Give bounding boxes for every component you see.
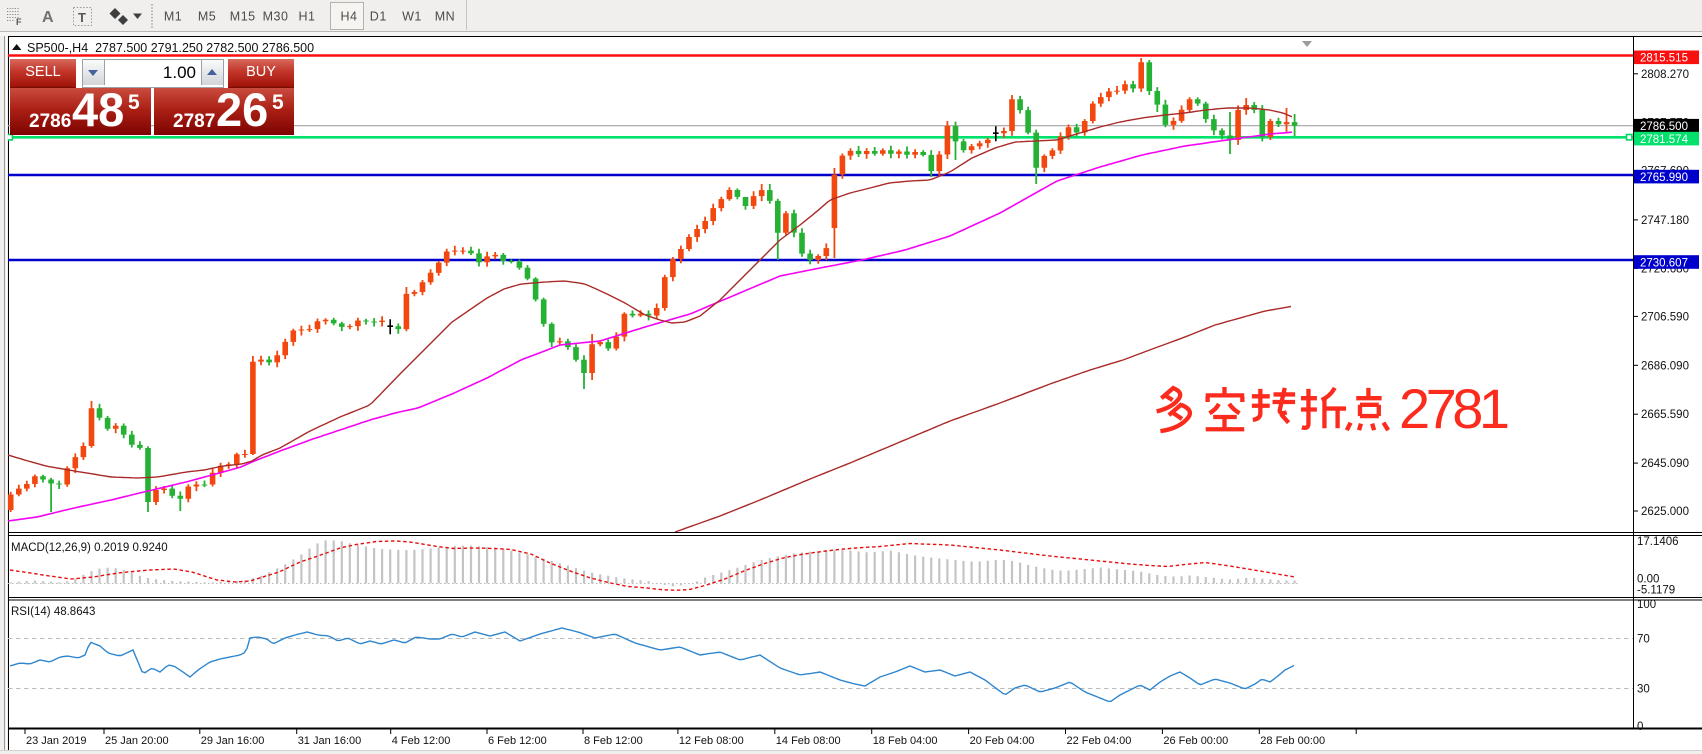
svg-text:20 Feb 04:00: 20 Feb 04:00 [970,735,1035,747]
svg-text:14 Feb 08:00: 14 Feb 08:00 [776,735,841,747]
svg-text:2747.180: 2747.180 [1641,215,1689,227]
svg-text:D1: D1 [370,10,387,24]
svg-text:2781.574: 2781.574 [1640,134,1689,146]
svg-text:0.00: 0.00 [1637,574,1659,586]
svg-text:RSI(14) 48.8643: RSI(14) 48.8643 [11,606,95,618]
svg-text:28 Feb 00:00: 28 Feb 00:00 [1260,735,1325,747]
svg-text:2665.590: 2665.590 [1641,409,1689,421]
svg-text:2786.500: 2786.500 [1640,121,1688,133]
svg-text:2781: 2781 [1399,377,1508,440]
svg-text:H4: H4 [341,10,358,24]
svg-text:2730.607: 2730.607 [1640,257,1688,269]
svg-text:W1: W1 [402,10,422,24]
svg-text:-5.1179: -5.1179 [1637,585,1675,597]
svg-text:23 Jan 2019: 23 Jan 2019 [26,735,87,747]
svg-text:2765.990: 2765.990 [1640,172,1688,184]
svg-text:M5: M5 [198,10,216,24]
svg-text:MN: MN [435,10,455,24]
svg-text:M1: M1 [164,10,182,24]
svg-text:2815.515: 2815.515 [1640,53,1688,65]
svg-text:25 Jan 20:00: 25 Jan 20:00 [105,735,169,747]
svg-text:2645.090: 2645.090 [1641,458,1689,470]
svg-text:2625.000: 2625.000 [1641,506,1689,518]
svg-text:T: T [78,10,86,25]
svg-text:2808.270: 2808.270 [1641,69,1689,81]
svg-text:2686.090: 2686.090 [1641,360,1689,372]
svg-text:4 Feb 12:00: 4 Feb 12:00 [392,735,451,747]
svg-text:29 Jan 16:00: 29 Jan 16:00 [201,735,265,747]
svg-text:30: 30 [1637,684,1650,696]
svg-text:M30: M30 [263,10,289,24]
svg-text:26 Feb 00:00: 26 Feb 00:00 [1163,735,1228,747]
svg-text:H1: H1 [299,10,316,24]
svg-text:2706.590: 2706.590 [1641,311,1689,323]
svg-text:MACD(12,26,9) 0.2019 0.9240: MACD(12,26,9) 0.2019 0.9240 [11,542,168,554]
svg-text:A: A [42,9,54,26]
svg-text:0: 0 [1637,721,1643,733]
svg-text:12 Feb 08:00: 12 Feb 08:00 [679,735,744,747]
svg-text:6 Feb 12:00: 6 Feb 12:00 [488,735,547,747]
svg-text:17.1406: 17.1406 [1637,536,1679,548]
svg-text:SP500-,H4 2787.500 2791.250 2: SP500-,H4 2787.500 2791.250 2782.500 278… [27,41,314,55]
svg-text:100: 100 [1637,599,1656,611]
svg-text:22 Feb 04:00: 22 Feb 04:00 [1067,735,1132,747]
svg-text:31 Jan 16:00: 31 Jan 16:00 [298,735,362,747]
svg-text:M15: M15 [230,10,256,24]
svg-text:70: 70 [1637,634,1650,646]
svg-text:8 Feb 12:00: 8 Feb 12:00 [584,735,643,747]
svg-text:18 Feb 04:00: 18 Feb 04:00 [873,735,938,747]
svg-text:F: F [16,17,22,27]
